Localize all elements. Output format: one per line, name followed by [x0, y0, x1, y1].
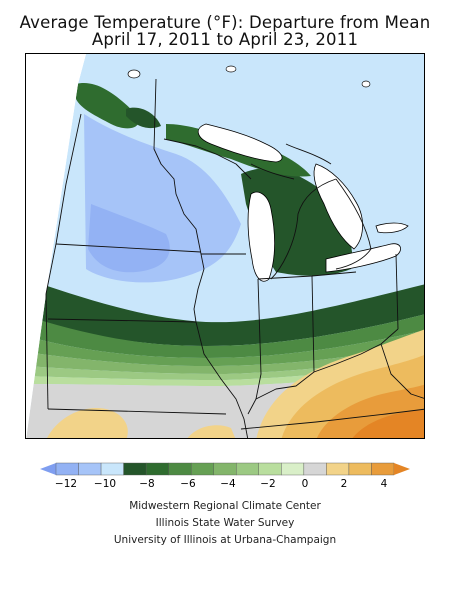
- credit-uiuc: University of Illinois at Urbana-Champai…: [113, 534, 337, 546]
- legend-tick-labels: −12 −10 −8 −6 −4 −2 0 2 4: [0, 478, 450, 492]
- legend-swatch: [168, 462, 192, 476]
- temperature-departure-map: [25, 53, 425, 439]
- credit-mrcc: Midwestern Regional Climate Center: [129, 500, 321, 512]
- legend-swatch: [258, 462, 282, 476]
- legend-tick-label: −12: [54, 478, 78, 490]
- legend-tick-label: −8: [139, 478, 155, 490]
- legend-swatch: [78, 462, 102, 476]
- legend-swatch: [348, 462, 372, 476]
- legend-tick-label: 4: [380, 478, 388, 490]
- legend-max-arrow: [394, 463, 410, 475]
- credit-isws: Illinois State Water Survey: [155, 517, 295, 529]
- legend-swatch: [326, 462, 350, 476]
- legend-swatch: [281, 462, 305, 476]
- color-scale-bar: [40, 462, 410, 476]
- legend-swatch: [303, 462, 327, 476]
- legend-swatch: [190, 462, 214, 476]
- legend-swatch: [236, 462, 259, 476]
- legend-swatch: [371, 462, 395, 476]
- legend-tick-label: −4: [220, 478, 236, 490]
- legend-swatch: [145, 462, 169, 476]
- legend-swatch: [55, 462, 79, 476]
- legend-swatch: [100, 462, 124, 476]
- legend-tick-label: 0: [301, 478, 309, 490]
- map-title: Average Temperature (°F): Departure from…: [19, 13, 431, 32]
- legend-tick-label: −6: [180, 478, 196, 490]
- legend-swatch: [123, 462, 147, 476]
- legend-tick-label: 2: [340, 478, 348, 490]
- legend-min-arrow: [40, 463, 56, 475]
- legend-tick-label: −10: [93, 478, 117, 490]
- legend-tick-label: −2: [260, 478, 276, 490]
- map-date-range: April 17, 2011 to April 23, 2011: [91, 30, 359, 49]
- legend-swatch: [213, 462, 237, 476]
